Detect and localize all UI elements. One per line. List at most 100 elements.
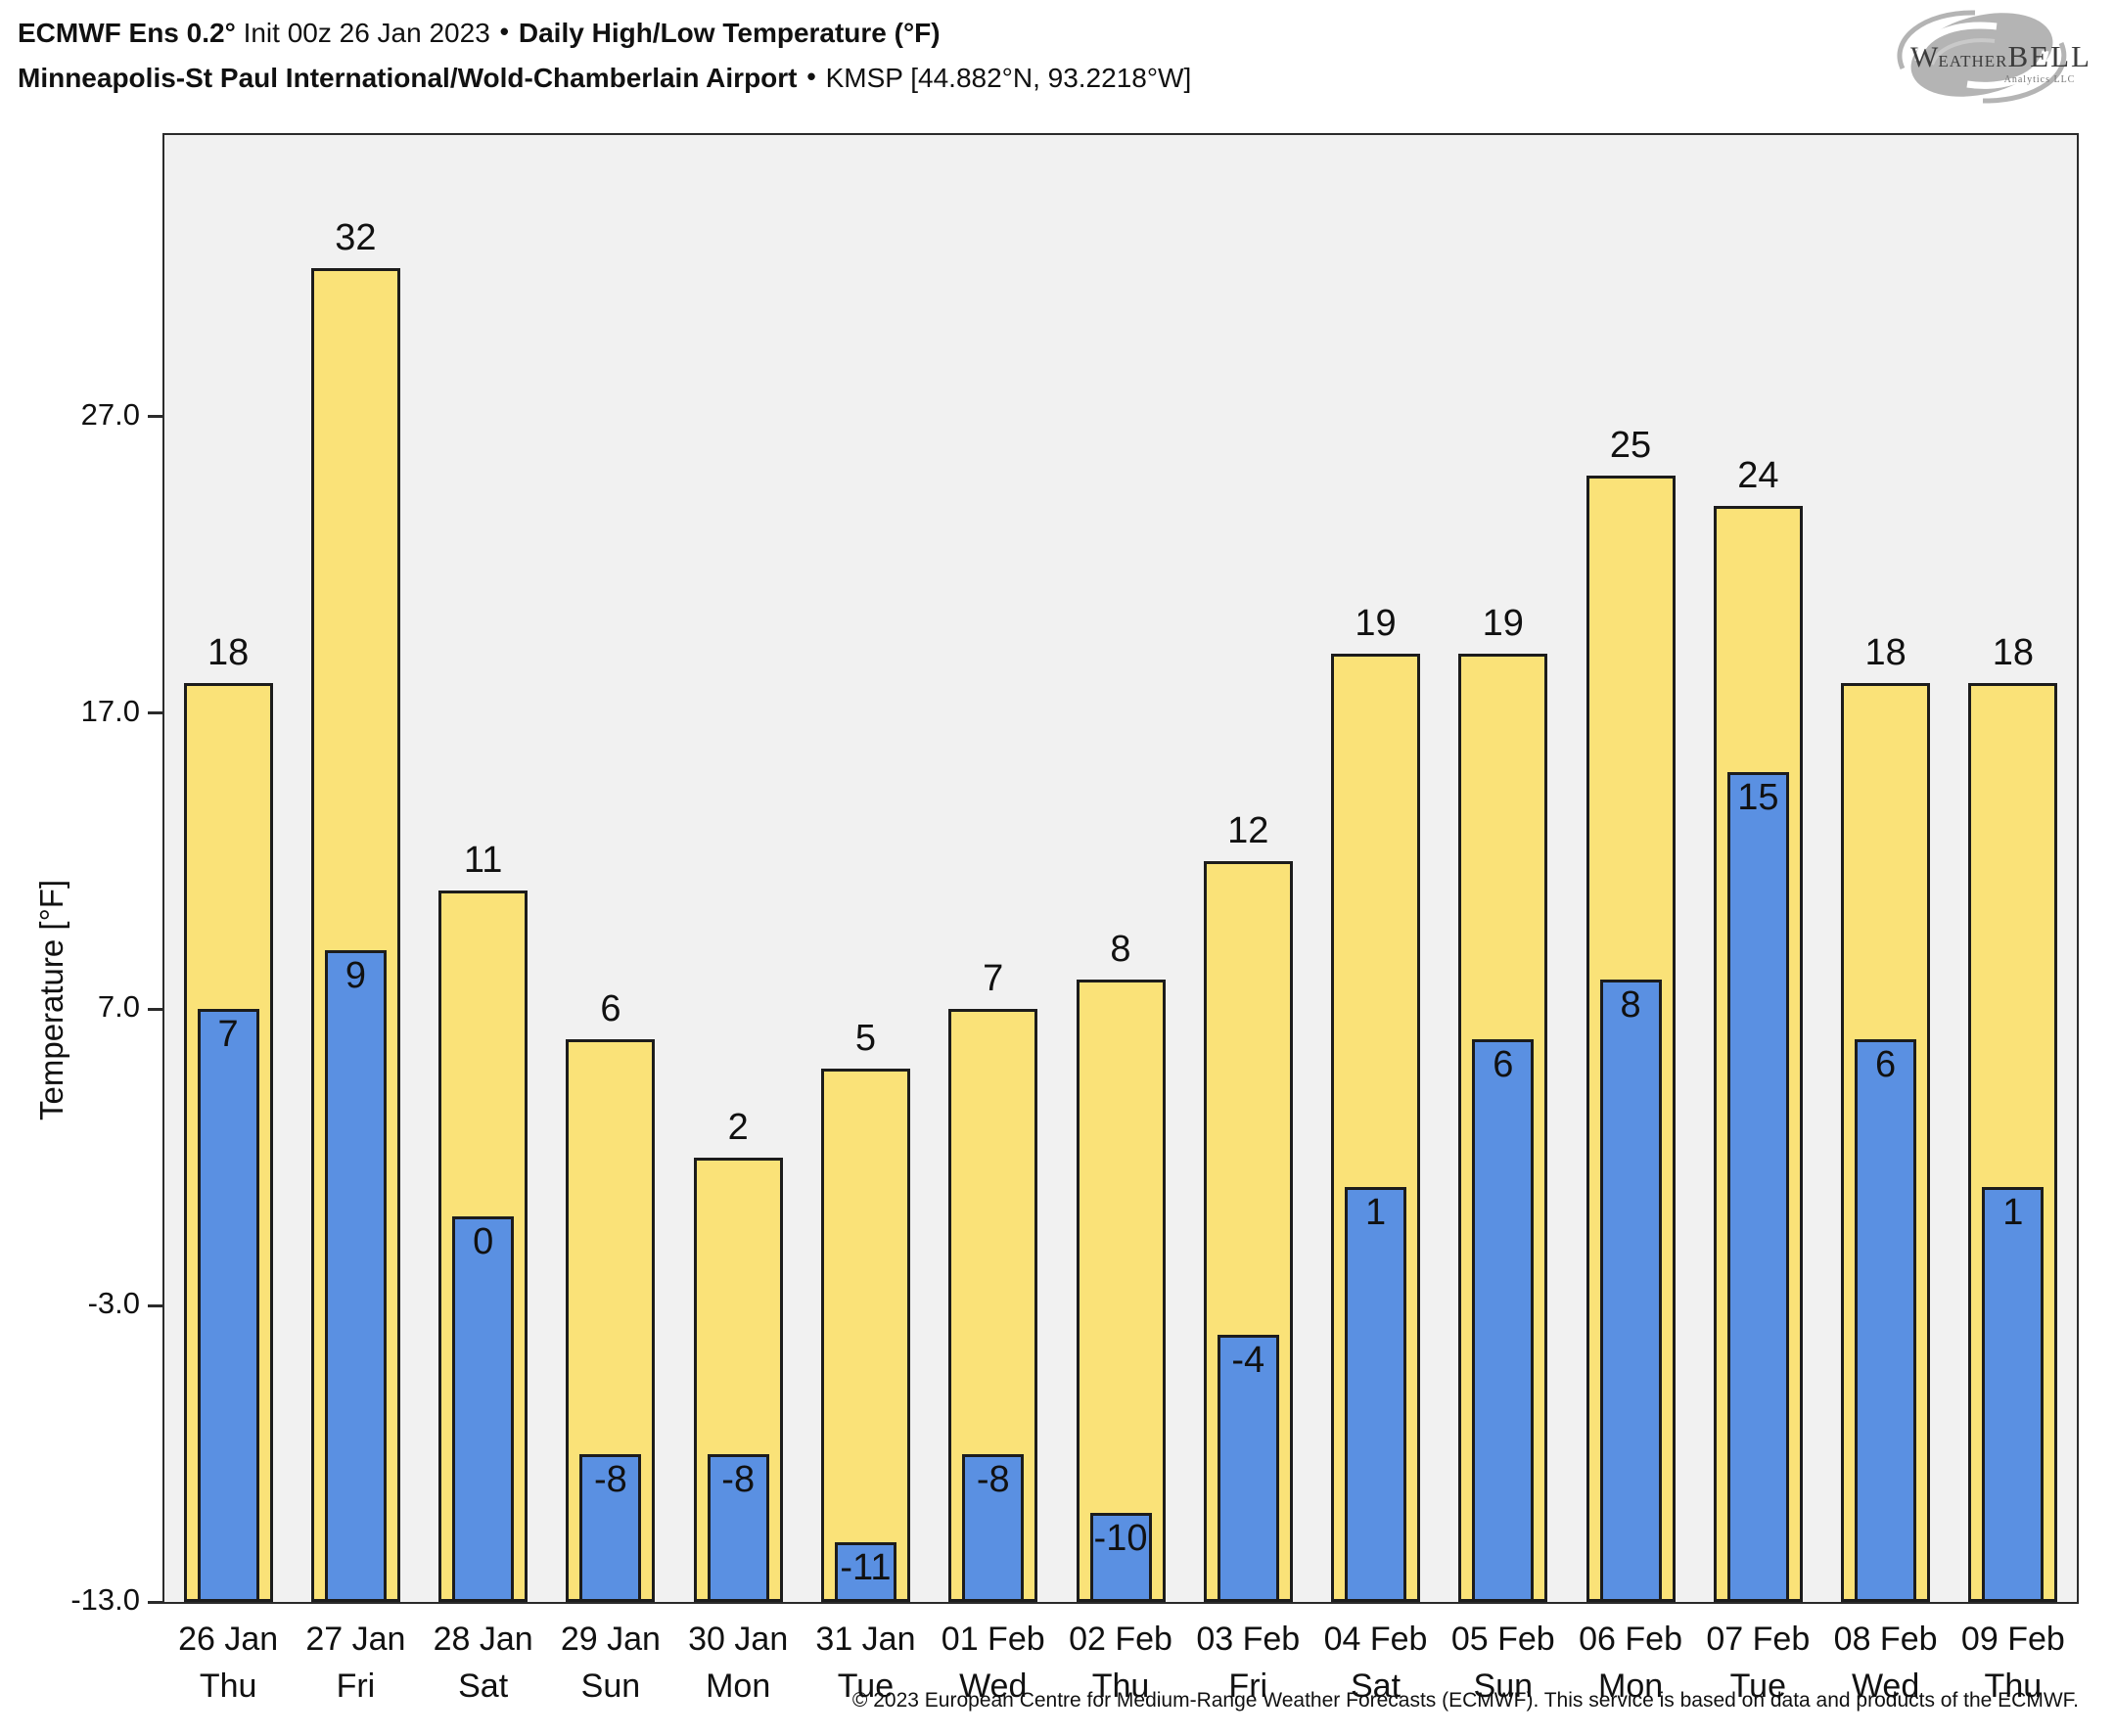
x-tick-label: 09 Feb Thu <box>1961 1616 2065 1710</box>
low-bar <box>1345 1187 1407 1602</box>
title-variable: Daily High/Low Temperature (°F) <box>518 18 941 48</box>
logo-subtitle: Analytics LLC <box>2004 74 2076 85</box>
station-code-coordinates: KMSP [44.882°N, 93.2218°W] <box>825 63 1192 93</box>
low-value-label: 6 <box>1875 1043 1897 1085</box>
chart-header: ECMWF Ens 0.2° Init 00z 26 Jan 2023 • Dail… <box>18 10 1191 100</box>
high-value-label: 5 <box>854 1017 877 1059</box>
high-bar <box>820 1068 910 1602</box>
y-tick-mark <box>148 711 163 714</box>
x-tick-weekday: Tue <box>837 1667 895 1705</box>
y-tick-mark <box>148 1600 163 1604</box>
x-tick-label: 29 Jan Sun <box>561 1616 661 1710</box>
low-value-label: 1 <box>1364 1192 1387 1234</box>
x-tick-weekday: Wed <box>959 1667 1028 1705</box>
y-tick-label: -3.0 <box>87 1286 140 1321</box>
low-bar <box>1726 772 1789 1602</box>
low-value-label: 15 <box>1737 777 1779 819</box>
low-bar <box>1599 980 1662 1602</box>
station-name: Minneapolis-St Paul International/Wold-C… <box>18 63 798 93</box>
low-bar <box>1982 1187 2045 1602</box>
high-value-label: 24 <box>1737 454 1779 496</box>
x-tick-weekday: Mon <box>706 1667 771 1705</box>
low-value-label: 7 <box>217 1014 239 1056</box>
logo-wordmark: WEATHERBELL <box>1910 39 2091 73</box>
low-bar <box>197 1009 259 1602</box>
y-tick-label: -13.0 <box>70 1582 140 1617</box>
x-tick-label: 08 Feb Wed <box>1834 1616 1938 1710</box>
x-tick-weekday: Wed <box>1851 1667 1920 1705</box>
x-tick-weekday: Thu <box>1984 1667 2043 1705</box>
logo-letter-w: W <box>1910 41 1939 73</box>
high-value-label: 6 <box>600 987 621 1029</box>
low-value-label: -4 <box>1231 1340 1265 1382</box>
low-bar <box>452 1216 515 1602</box>
low-bar <box>707 1453 769 1602</box>
x-tick-weekday: Thu <box>199 1667 257 1705</box>
x-tick-date: 31 Jan <box>815 1621 916 1658</box>
x-tick-weekday: Sun <box>1473 1667 1534 1705</box>
x-tick-date: 29 Jan <box>560 1621 661 1658</box>
high-value-label: 25 <box>1609 425 1652 467</box>
low-value-label: -11 <box>840 1547 892 1589</box>
x-tick-date: 26 Jan <box>178 1621 279 1658</box>
x-tick-date: 03 Feb <box>1196 1621 1301 1658</box>
x-tick-weekday: Sat <box>1351 1667 1402 1705</box>
y-tick-mark <box>148 1303 163 1307</box>
x-tick-label: 31 Jan Tue <box>815 1616 915 1710</box>
low-bar <box>1089 1513 1152 1602</box>
x-tick-weekday: Mon <box>1597 1667 1664 1705</box>
subtitle-separator: • <box>806 62 816 91</box>
low-bar <box>1472 1038 1535 1602</box>
high-value-label: 18 <box>1992 632 2034 674</box>
x-tick-weekday: Fri <box>1228 1667 1268 1705</box>
low-value-label: -10 <box>1093 1518 1148 1560</box>
title-separator: • <box>499 17 509 46</box>
high-value-label: 32 <box>335 217 377 259</box>
high-value-label: 19 <box>1355 602 1397 644</box>
high-value-label: 12 <box>1227 809 1269 851</box>
low-value-label: 1 <box>2002 1192 2024 1234</box>
y-tick-mark <box>148 415 163 419</box>
x-tick-date: 01 Feb <box>941 1621 1045 1658</box>
x-tick-date: 28 Jan <box>433 1621 533 1658</box>
high-value-label: 18 <box>207 632 250 674</box>
x-tick-label: 26 Jan Thu <box>178 1616 278 1710</box>
y-tick-label: 27.0 <box>80 396 140 432</box>
title-init: Init 00z 26 Jan 2023 <box>235 18 490 48</box>
high-bar <box>1076 980 1166 1602</box>
x-tick-weekday: Tue <box>1729 1667 1786 1705</box>
x-tick-label: 01 Feb Wed <box>942 1616 1045 1710</box>
low-value-label: 9 <box>345 954 366 996</box>
y-tick-label: 17.0 <box>80 693 140 728</box>
x-tick-label: 27 Jan Fri <box>305 1616 405 1710</box>
x-tick-date: 30 Jan <box>688 1621 789 1658</box>
logo-swirl-icon <box>1897 10 2067 104</box>
high-value-label: 11 <box>463 840 503 882</box>
low-value-label: 0 <box>473 1221 494 1263</box>
title-model: ECMWF Ens 0.2° <box>18 18 236 48</box>
low-bar <box>834 1542 896 1602</box>
y-tick-mark <box>148 1007 163 1011</box>
x-tick-date: 06 Feb <box>1579 1621 1682 1658</box>
y-tick-label: 7.0 <box>97 989 140 1025</box>
copyright-footer: © 2023 European Centre for Medium-Range … <box>851 1689 2079 1712</box>
high-value-label: 7 <box>983 958 1004 1000</box>
low-value-label: -8 <box>594 1458 627 1500</box>
chart-title-line1: ECMWF Ens 0.2° Init 00z 26 Jan 2023 • Dail… <box>18 10 1191 55</box>
low-value-label: 8 <box>1620 984 1641 1027</box>
high-value-label: 2 <box>727 1106 749 1148</box>
x-tick-label: 02 Feb Thu <box>1069 1616 1172 1710</box>
chart-title-line2: Minneapolis-St Paul International/Wold-C… <box>18 55 1191 100</box>
low-bar <box>1855 1038 1917 1602</box>
x-tick-label: 06 Feb Mon <box>1579 1616 1682 1710</box>
x-tick-label: 03 Feb Fri <box>1196 1616 1300 1710</box>
weatherbell-logo: WEATHERBELL Analytics LLC <box>1897 10 2091 104</box>
high-value-label: 8 <box>1110 929 1131 971</box>
high-value-label: 18 <box>1864 632 1907 674</box>
low-bar <box>579 1453 642 1602</box>
low-value-label: 6 <box>1493 1043 1514 1085</box>
x-tick-label: 30 Jan Mon <box>688 1616 788 1710</box>
x-tick-date: 04 Feb <box>1323 1621 1428 1658</box>
x-tick-date: 05 Feb <box>1450 1621 1555 1658</box>
